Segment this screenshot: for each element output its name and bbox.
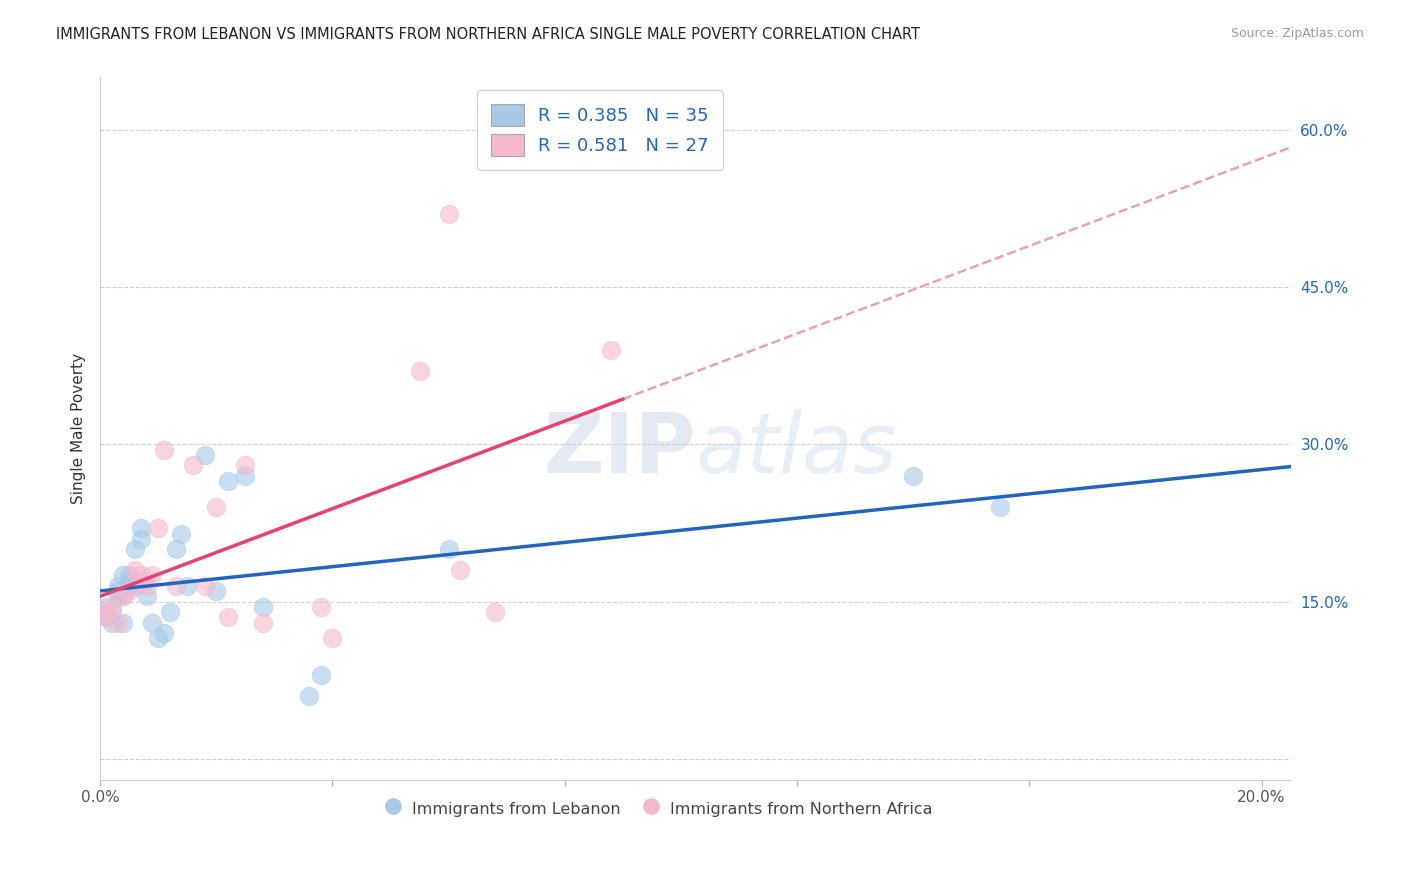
Point [129, 521, 152, 535]
Point [449, 563, 471, 577]
Point [233, 468, 256, 483]
Point [118, 584, 141, 599]
Point [988, 500, 1011, 515]
Point [321, 632, 343, 646]
Point [100, 599, 122, 614]
Point [94, 610, 117, 624]
Point [233, 458, 256, 473]
Point [107, 579, 129, 593]
Point [437, 542, 460, 557]
Point [181, 458, 204, 473]
Point [112, 590, 135, 604]
Point [124, 579, 146, 593]
Point [135, 579, 157, 593]
Point [118, 574, 141, 588]
Point [170, 526, 193, 541]
Point [100, 605, 122, 619]
Point [112, 615, 135, 630]
Point [194, 579, 217, 593]
Point [252, 599, 274, 614]
Point [129, 574, 152, 588]
Point [437, 207, 460, 221]
Point [107, 584, 129, 599]
Point [148, 521, 170, 535]
Point [205, 584, 228, 599]
Y-axis label: Single Male Poverty: Single Male Poverty [72, 353, 86, 504]
Text: ZIP: ZIP [543, 409, 696, 491]
Point [484, 605, 506, 619]
Legend: Immigrants from Lebanon, Immigrants from Northern Africa: Immigrants from Lebanon, Immigrants from… [380, 792, 939, 825]
Point [118, 579, 141, 593]
Point [901, 468, 924, 483]
Point [165, 542, 187, 557]
Point [153, 442, 176, 457]
Point [112, 590, 135, 604]
Text: Source: ZipAtlas.com: Source: ZipAtlas.com [1230, 27, 1364, 40]
Point [205, 500, 228, 515]
Text: IMMIGRANTS FROM LEBANON VS IMMIGRANTS FROM NORTHERN AFRICA SINGLE MALE POVERTY C: IMMIGRANTS FROM LEBANON VS IMMIGRANTS FR… [56, 27, 921, 42]
Point [309, 668, 332, 682]
Point [107, 615, 129, 630]
Point [118, 568, 141, 582]
Point [408, 364, 430, 378]
Point [309, 599, 332, 614]
Point [217, 610, 239, 624]
Point [129, 568, 152, 582]
Point [107, 590, 129, 604]
Point [298, 689, 321, 703]
Point [176, 579, 198, 593]
Point [141, 615, 163, 630]
Point [165, 579, 187, 593]
Point [94, 599, 117, 614]
Point [100, 615, 122, 630]
Point [600, 343, 623, 357]
Point [124, 563, 146, 577]
Point [252, 615, 274, 630]
Point [135, 590, 157, 604]
Point [112, 568, 135, 582]
Point [217, 474, 239, 488]
Point [141, 568, 163, 582]
Point [194, 448, 217, 462]
Point [94, 605, 117, 619]
Point [153, 626, 176, 640]
Point [129, 532, 152, 546]
Point [159, 605, 181, 619]
Point [124, 542, 146, 557]
Text: atlas: atlas [696, 409, 897, 491]
Point [94, 610, 117, 624]
Point [148, 632, 170, 646]
